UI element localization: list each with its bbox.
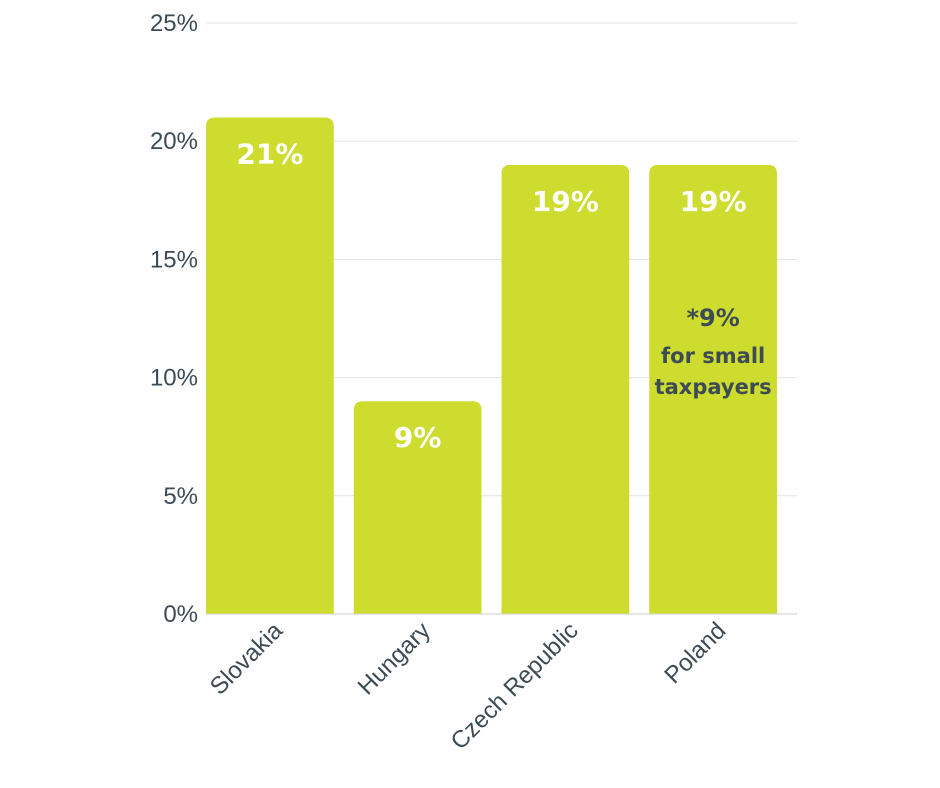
y-tick-label: 0% [163, 601, 198, 628]
y-tick-label: 10% [150, 365, 198, 392]
y-tick-label: 20% [150, 128, 198, 155]
category-label: Poland [659, 617, 731, 689]
poland-annotation: *9% for small taxpayers [655, 304, 772, 399]
bar-value-label: 19% [680, 185, 747, 218]
category-label: Czech Republic [446, 617, 584, 755]
bar-value-label: 21% [236, 138, 303, 171]
bar-hungary [353, 401, 482, 614]
bar-slovakia [206, 117, 334, 614]
category-label: Hungary [353, 617, 436, 700]
category-labels: Slovakia Hungary Czech Republic Poland [205, 617, 731, 755]
annotation-line: for small [661, 344, 765, 368]
bar-poland [649, 164, 777, 614]
bars: 21% 9% 19% 19% [206, 117, 777, 614]
y-tick-label: 15% [150, 246, 198, 273]
annotation-main: *9% [686, 304, 739, 332]
annotation-line: taxpayers [655, 375, 772, 399]
y-tick-label: 5% [163, 483, 198, 510]
y-tick-label: 25% [150, 10, 198, 37]
category-label: Slovakia [205, 617, 289, 701]
bar-value-label: 9% [394, 421, 442, 454]
bar-value-label: 19% [532, 185, 599, 218]
bar-czech-republic [501, 164, 630, 614]
y-tick-labels: 0% 5% 10% 15% 20% 25% [150, 10, 198, 628]
